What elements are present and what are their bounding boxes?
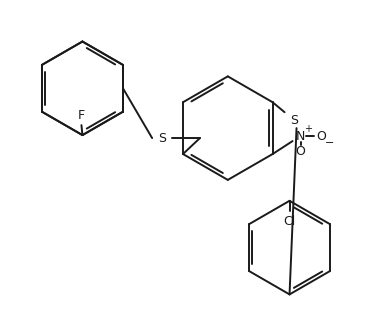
Text: F: F (78, 109, 85, 122)
Text: +: + (305, 124, 313, 134)
Text: O: O (317, 130, 326, 142)
Text: O: O (296, 145, 306, 157)
Text: N: N (296, 130, 305, 142)
Text: S: S (158, 132, 166, 145)
Text: S: S (291, 114, 299, 127)
Text: −: − (325, 138, 334, 148)
Text: Cl: Cl (283, 215, 296, 228)
